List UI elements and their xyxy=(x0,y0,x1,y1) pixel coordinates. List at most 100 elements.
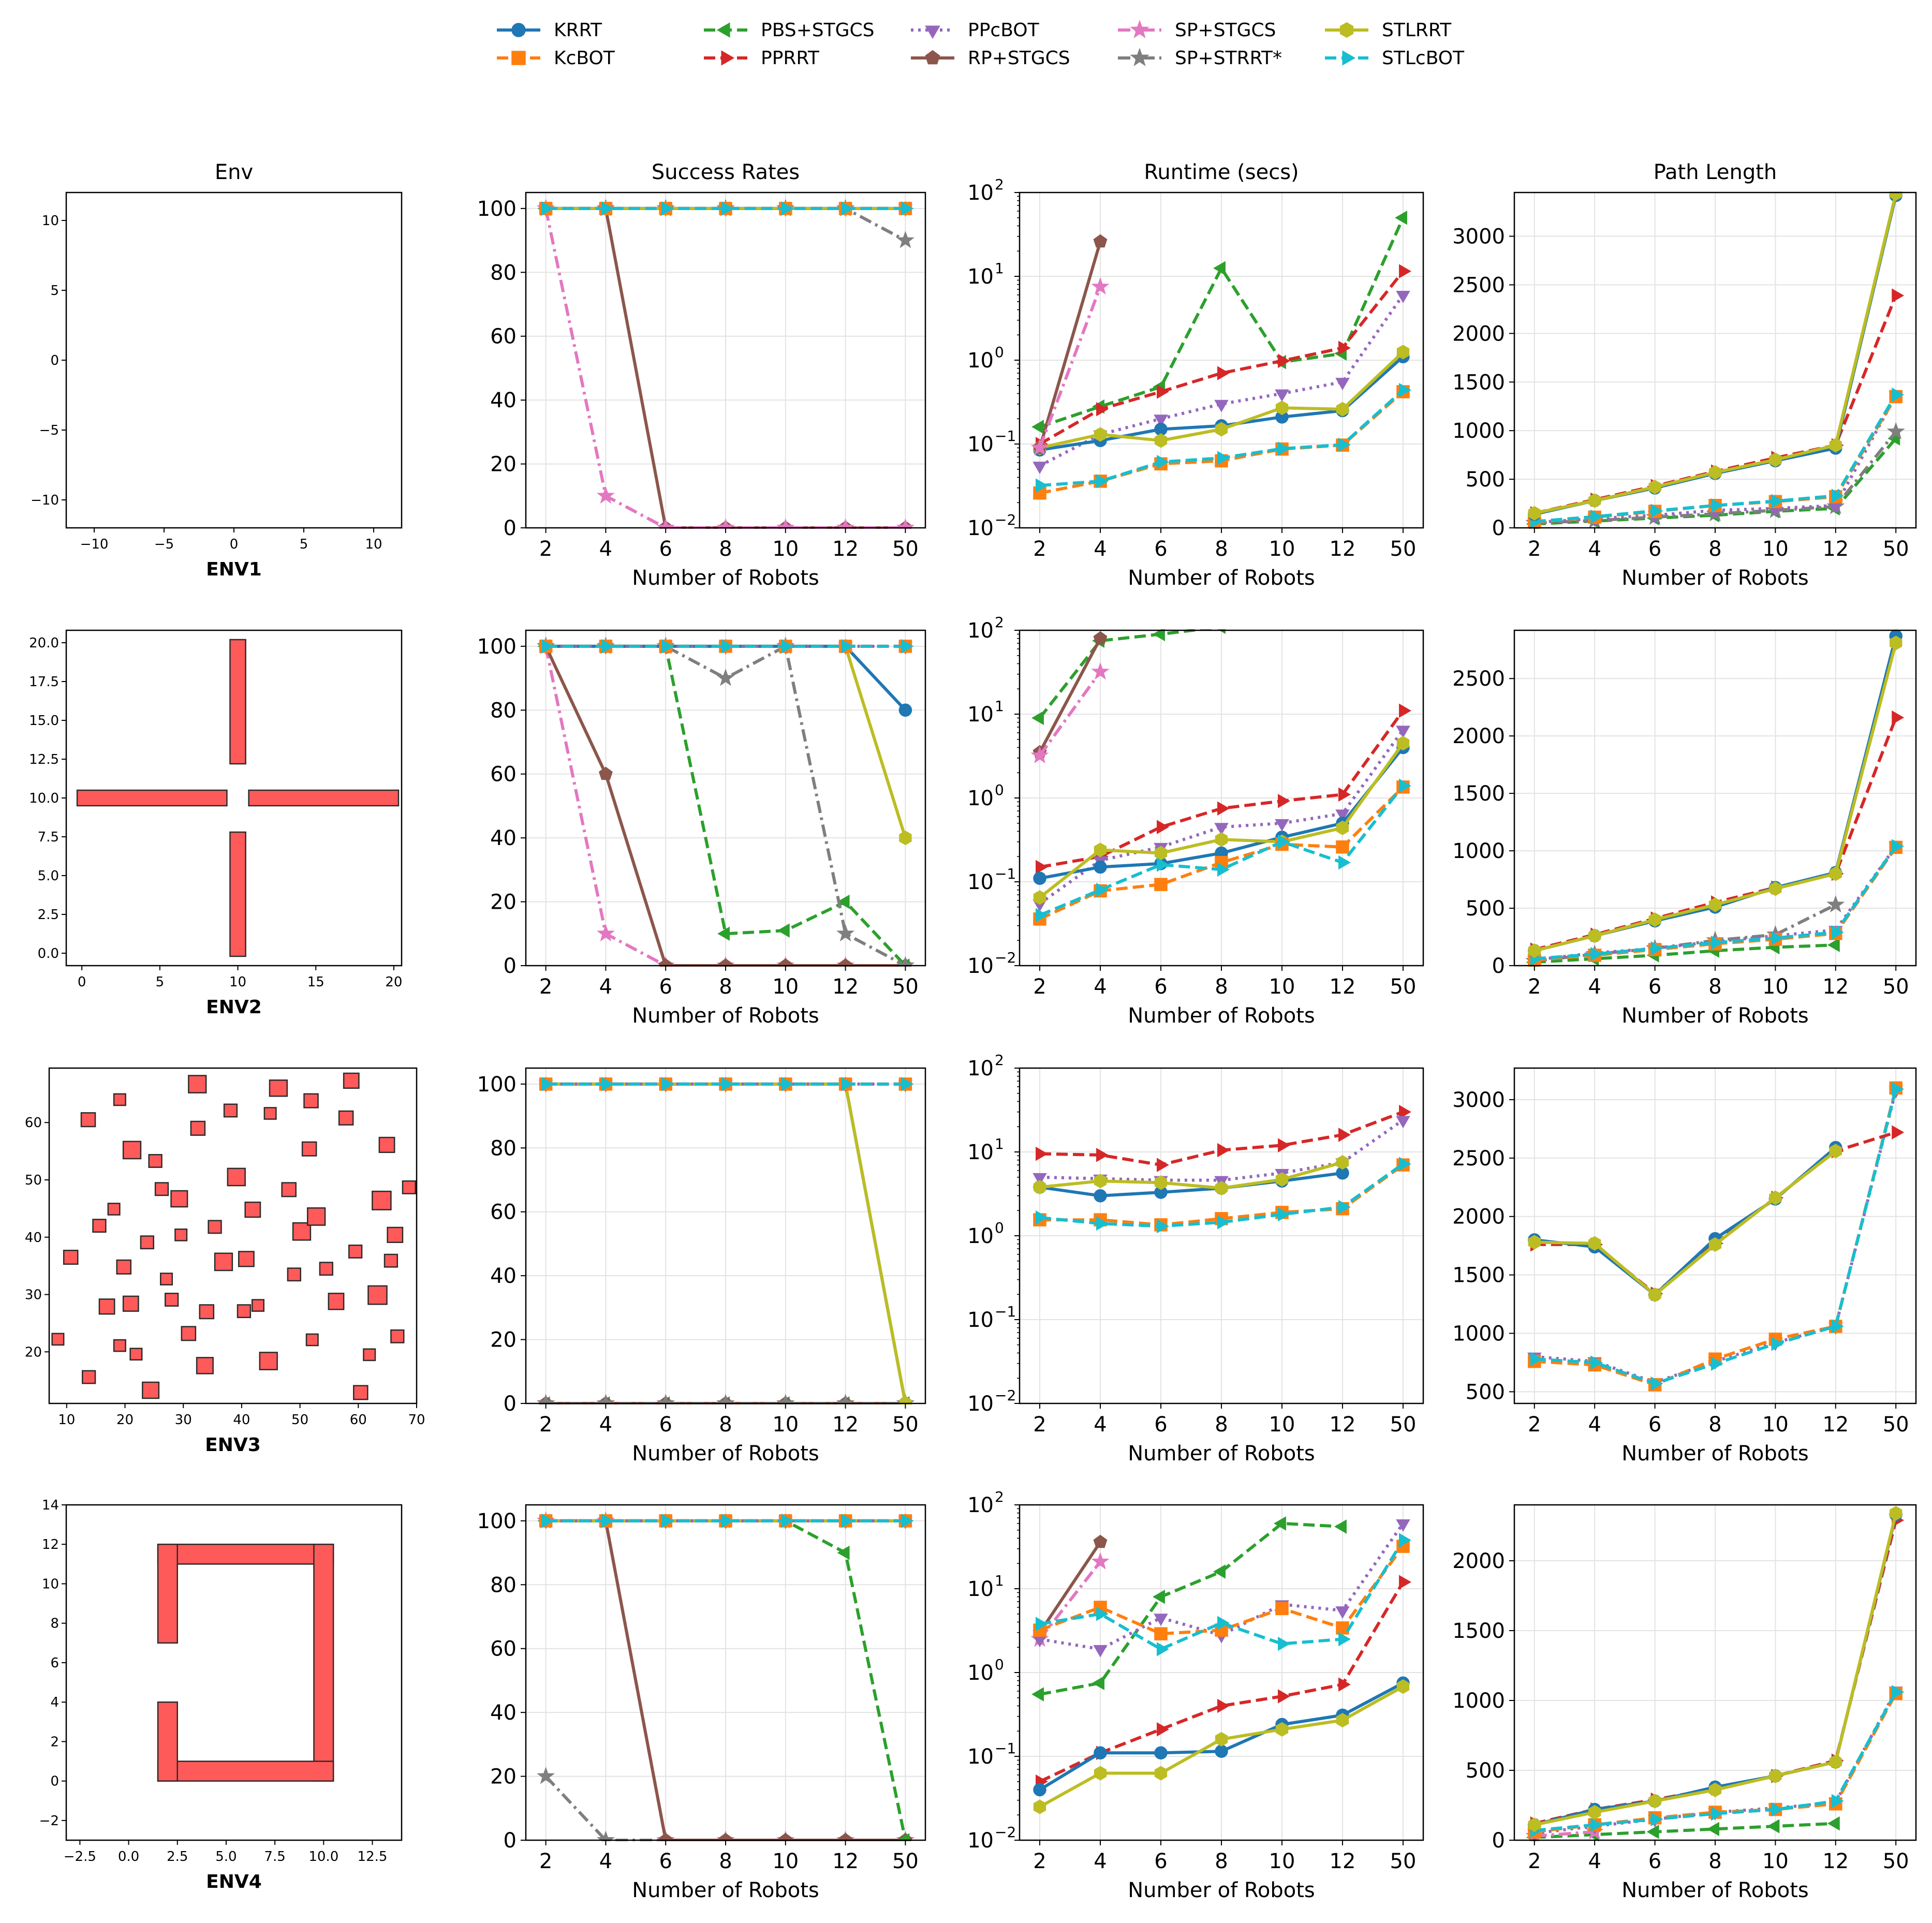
data-point-STLRRT xyxy=(1275,1722,1289,1737)
data-point-STLcBOT xyxy=(1892,1685,1905,1699)
data-point-RP+STGCS xyxy=(778,958,793,967)
data-point-SP+STGCS xyxy=(1030,438,1049,456)
y-tick-label: 500 xyxy=(1466,1380,1505,1404)
data-point-STLcBOT xyxy=(1217,451,1230,465)
data-point-SP+STGCS xyxy=(1091,1552,1110,1570)
data-point-STLcBOT xyxy=(541,639,554,654)
x-tick-label: 5.0 xyxy=(215,1849,237,1865)
y-tick-label: 1500 xyxy=(1452,782,1505,806)
data-point-RP+STGCS xyxy=(778,1832,793,1841)
data-point-PPRRT xyxy=(1157,820,1169,834)
data-point-STLcBOT xyxy=(841,1514,854,1528)
data-point-PPRRT xyxy=(1217,366,1230,380)
data-point-PBS+STGCS xyxy=(1646,1825,1659,1839)
data-point-STLcBOT xyxy=(1650,1376,1663,1391)
data-point-PPcBOT xyxy=(1033,1173,1047,1186)
x-axis-label: Number of Robots xyxy=(1621,1442,1809,1466)
data-point-STLcBOT xyxy=(1399,1157,1411,1171)
series-line-RP+STGCS xyxy=(1038,1541,1102,1634)
chart-panel-ENV1-success-rates: 2 4 6 8 10 12 50 Number of Robots 0 20 40 60 80 100 xyxy=(477,191,926,590)
data-point-STLcBOT xyxy=(1036,478,1048,493)
x-tick-label: 10 xyxy=(1269,537,1295,561)
y-tick-label: 60 xyxy=(490,763,517,787)
data-point-STLRRT xyxy=(899,1396,912,1404)
data-point-STLcBOT xyxy=(1831,925,1844,940)
y-tick-label: 80 xyxy=(490,699,517,722)
obstacle xyxy=(338,1110,354,1126)
obstacle xyxy=(387,1226,404,1243)
data-point-STLcBOT xyxy=(1650,504,1663,518)
obstacle xyxy=(154,1182,169,1196)
y-tick-label: 10 xyxy=(967,1308,994,1332)
x-tick-label: 6 xyxy=(1648,1850,1661,1873)
y-tick-label: 14 xyxy=(42,1498,59,1513)
y-tick-exponent: −2 xyxy=(995,1387,1016,1404)
y-tick-label: 10 xyxy=(967,1577,994,1601)
data-point-PPRRT xyxy=(1338,1677,1351,1692)
data-point-STLRRT xyxy=(1708,1237,1722,1252)
series-group xyxy=(1527,1081,1905,1392)
data-point-STLcBOT xyxy=(1338,1632,1351,1647)
data-point-STLcBOT xyxy=(1771,1337,1784,1351)
x-tick-label: 15 xyxy=(307,974,325,990)
data-point-PBS+STGCS xyxy=(1213,261,1226,276)
chart-panel-ENV1-path-length: 2 4 6 8 10 12 50 Number of Robots 0 500 1000 1500 20… xyxy=(1452,191,1917,590)
data-point-PPcBOT xyxy=(1033,462,1047,474)
y-tick-label: 6 xyxy=(50,1655,59,1671)
x-tick-label: 20 xyxy=(116,1412,134,1428)
data-point-STLRRT xyxy=(1154,1175,1168,1190)
x-tick-label: 6 xyxy=(659,1413,672,1437)
x-tick-label: 7.5 xyxy=(264,1849,285,1865)
y-tick-label: 2500 xyxy=(1452,667,1505,691)
data-point-KRRT xyxy=(1033,871,1046,885)
data-point-STLcBOT xyxy=(1399,382,1411,397)
data-point-STLcBOT xyxy=(841,201,854,216)
x-tick-label: 12 xyxy=(1330,1850,1356,1873)
data-point-STLcBOT xyxy=(1157,1219,1169,1234)
data-point-PPRRT xyxy=(1278,1689,1290,1704)
obstacle xyxy=(248,789,400,807)
data-point-STLRRT xyxy=(1275,401,1289,416)
data-point-STLcBOT xyxy=(1036,1210,1048,1225)
y-tick-label: 500 xyxy=(1466,468,1505,492)
x-tick-label: 2 xyxy=(539,1413,552,1437)
data-point-STLcBOT xyxy=(1338,1200,1351,1215)
x-tick-label: 50 xyxy=(892,975,919,999)
x-tick-label: 8 xyxy=(1708,537,1721,561)
obstacle xyxy=(157,1543,334,1565)
data-point-STLcBOT xyxy=(1892,839,1905,853)
data-point-SP+STRRT* xyxy=(716,669,735,686)
y-tick-label: 8 xyxy=(50,1616,59,1632)
y-tick-label: 10 xyxy=(967,516,994,540)
data-point-PBS+STGCS xyxy=(1213,1564,1226,1579)
x-tick-label: 4 xyxy=(599,1850,612,1873)
data-point-STLRRT xyxy=(1588,1236,1601,1251)
data-point-STLcBOT xyxy=(1096,882,1109,897)
obstacle xyxy=(188,1075,207,1093)
y-tick-label: 60 xyxy=(490,325,517,349)
data-point-STLcBOT xyxy=(1096,1216,1109,1231)
data-point-STLcBOT xyxy=(661,1514,674,1528)
x-tick-label: −5 xyxy=(154,537,174,552)
data-point-PPRRT xyxy=(1338,341,1351,356)
x-tick-label: 6 xyxy=(1154,537,1167,561)
data-point-STLRRT xyxy=(1588,493,1601,508)
x-tick-label: 12 xyxy=(832,975,859,999)
data-point-STLcBOT xyxy=(1711,498,1723,513)
y-tick-label: 80 xyxy=(490,1136,517,1160)
obstacle xyxy=(92,1219,107,1233)
obstacle xyxy=(76,789,228,807)
data-point-PPcBOT xyxy=(1396,1116,1410,1129)
y-tick-label: 80 xyxy=(490,1573,517,1597)
data-point-STLRRT xyxy=(1648,912,1661,927)
data-point-STLRRT xyxy=(1769,1190,1782,1205)
x-tick-label: 50 xyxy=(1390,537,1417,561)
x-tick-label: 4 xyxy=(1588,1413,1601,1437)
y-tick-label: 2500 xyxy=(1452,273,1505,297)
data-point-STLcBOT xyxy=(1711,1356,1723,1371)
data-point-PPcBOT xyxy=(1396,726,1410,738)
data-point-PPRRT xyxy=(1278,1138,1290,1152)
data-point-STLcBOT xyxy=(721,1077,734,1091)
